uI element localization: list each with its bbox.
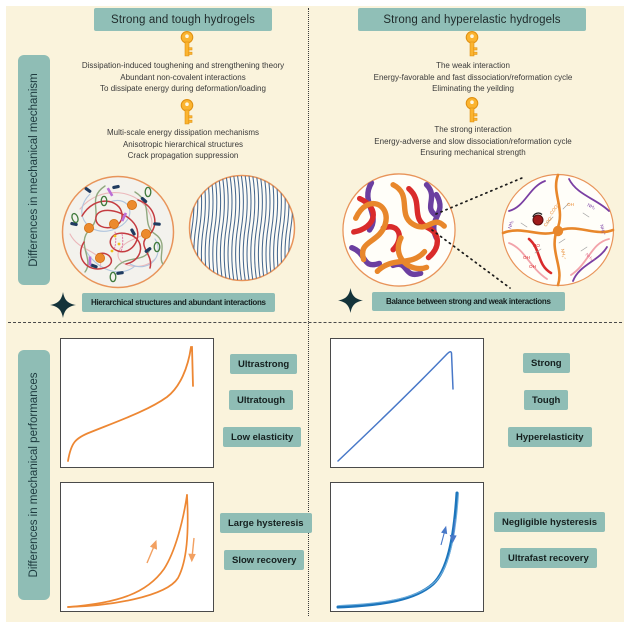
chain-network-illustration	[340, 171, 458, 289]
loading-arrow-icon	[440, 525, 448, 546]
loading-arrow-icon	[146, 539, 158, 564]
tag-ultrastrong: Ultrastrong	[230, 354, 298, 374]
tag-text: Hyperelasticity	[516, 431, 584, 443]
hysteresis-plot-large	[60, 482, 214, 612]
text-line: The strong interaction	[434, 125, 512, 134]
section-label-mechanism-text: Differences in mechanical mechanism	[28, 73, 40, 267]
title-strong-tough-hydrogels: Strong and tough hydrogels	[94, 8, 272, 31]
tag-large-hysteresis: Large hysteresis	[220, 513, 312, 533]
chem-label: NH₃⁺	[584, 252, 596, 263]
banner-balance-interactions: Balance between strong and weak interact…	[372, 292, 565, 311]
title-strong-tough-text: Strong and tough hydrogels	[111, 13, 255, 26]
tag-text: Ultratough	[237, 394, 286, 406]
tag-text: Negligible hysteresis	[502, 516, 598, 528]
chem-label: NH₂	[587, 202, 597, 210]
tag-negligible-hysteresis: Negligible hysteresis	[494, 512, 606, 532]
text-line: Energy-adverse and slow dissociation/ref…	[374, 136, 572, 146]
text-line: Energy-favorable and fast dissociation/r…	[373, 72, 573, 82]
chem-label: NH₃⁺	[599, 224, 607, 236]
title-strong-hyperelastic-text: Strong and hyperelastic hydrogels	[383, 13, 561, 26]
text-line: Abundant non-covalent interactions	[120, 72, 246, 82]
metal-ion-lock-icon	[532, 212, 544, 226]
key-icon	[177, 30, 197, 58]
divider-horizontal	[8, 322, 622, 323]
tag-ultratough: Ultratough	[229, 390, 294, 410]
four-point-star-icon	[50, 292, 76, 318]
text-line: Dissipation-induced toughening and stren…	[81, 61, 285, 70]
tag-text: Strong	[531, 357, 562, 369]
chem-label: COO⁻	[543, 214, 555, 228]
section-label-performance: Differences in mechanical performances	[18, 350, 50, 600]
banner-text: Hierarchical structures and abundant int…	[91, 298, 266, 307]
four-point-star-icon	[338, 288, 364, 314]
key-icon	[177, 98, 197, 126]
tag-strong: Strong	[523, 353, 570, 373]
tag-text: Tough	[532, 394, 561, 406]
zoom-connector-lines	[431, 177, 523, 289]
mechanism-left-block2: Multi-scale energy dissipation mechanism…	[58, 127, 308, 162]
aligned-fiber-illustration	[188, 174, 296, 282]
key-icon	[462, 96, 482, 124]
tag-hyperelasticity: Hyperelasticity	[508, 427, 592, 447]
chem-label: OH	[523, 255, 530, 260]
tag-text: Ultrastrong	[238, 358, 290, 370]
tag-slow-recovery: Slow recovery	[224, 550, 305, 570]
text-line: The weak interaction	[436, 61, 510, 70]
text-line: Anisotropic hierarchical structures	[122, 139, 244, 149]
unloading-arrow-icon	[188, 537, 196, 563]
chem-label: HO	[533, 243, 540, 248]
chem-label: OH	[567, 202, 574, 207]
mechanism-left-block1: Dissipation-induced toughening and stren…	[58, 60, 308, 95]
text-line: Crack propagation suppression	[127, 151, 239, 160]
section-label-mechanism: Differences in mechanical mechanism	[18, 55, 50, 285]
tag-ultrafast-recovery: Ultrafast recovery	[500, 548, 597, 568]
tag-text: Large hysteresis	[228, 517, 304, 529]
text-line: Eliminating the yeilding	[432, 84, 514, 93]
loading-curve	[336, 491, 459, 609]
chem-label: NH₃⁺	[560, 248, 567, 260]
tag-text: Low elasticity	[231, 431, 294, 443]
text-line: Ensuring mechanical strength	[420, 148, 526, 157]
micelle-balls	[83, 199, 152, 264]
chem-label: NH₂	[507, 220, 514, 230]
key-icon	[462, 30, 482, 58]
interaction-detail-illustration: COO⁻ COO⁻ OH NH₂ NH₃⁺ NH₂ HO OH OH NH₃⁺ …	[501, 173, 615, 287]
unloading-curve	[67, 494, 189, 608]
stress-strain-plot-tough	[60, 338, 214, 468]
text-line: To dissipate energy during deformation/l…	[100, 84, 266, 93]
mechanism-right-block1: The weak interaction Energy-favorable an…	[328, 60, 618, 95]
chem-label: OH	[529, 264, 536, 269]
title-strong-hyperelastic-hydrogels: Strong and hyperelastic hydrogels	[358, 8, 586, 31]
tensile-curve-orange	[67, 346, 194, 462]
stress-strain-plot-hyperelastic	[330, 338, 484, 468]
section-label-performance-text: Differences in mechanical performances	[28, 372, 40, 578]
banner-text: Balance between strong and weak interact…	[386, 297, 551, 306]
unloading-arrow-icon	[449, 518, 457, 544]
tensile-curve-blue	[337, 351, 454, 462]
divider-vertical	[308, 8, 309, 616]
hysteresis-plot-negligible	[330, 482, 484, 612]
mechanism-right-block2: The strong interaction Energy-adverse an…	[328, 124, 618, 159]
text-line: Multi-scale energy dissipation mechanism…	[106, 128, 260, 137]
tag-text: Slow recovery	[232, 554, 297, 566]
chem-label: COO⁻	[549, 202, 561, 216]
loading-curve	[67, 494, 188, 608]
polymer-network-illustration	[60, 174, 176, 290]
tag-low-elasticity: Low elasticity	[223, 427, 302, 447]
tag-tough: Tough	[524, 390, 569, 410]
unloading-curve	[339, 492, 460, 607]
bond-marks	[71, 186, 161, 283]
tag-text: Ultrafast recovery	[508, 552, 589, 564]
banner-hierarchical-structures: Hierarchical structures and abundant int…	[82, 293, 275, 312]
